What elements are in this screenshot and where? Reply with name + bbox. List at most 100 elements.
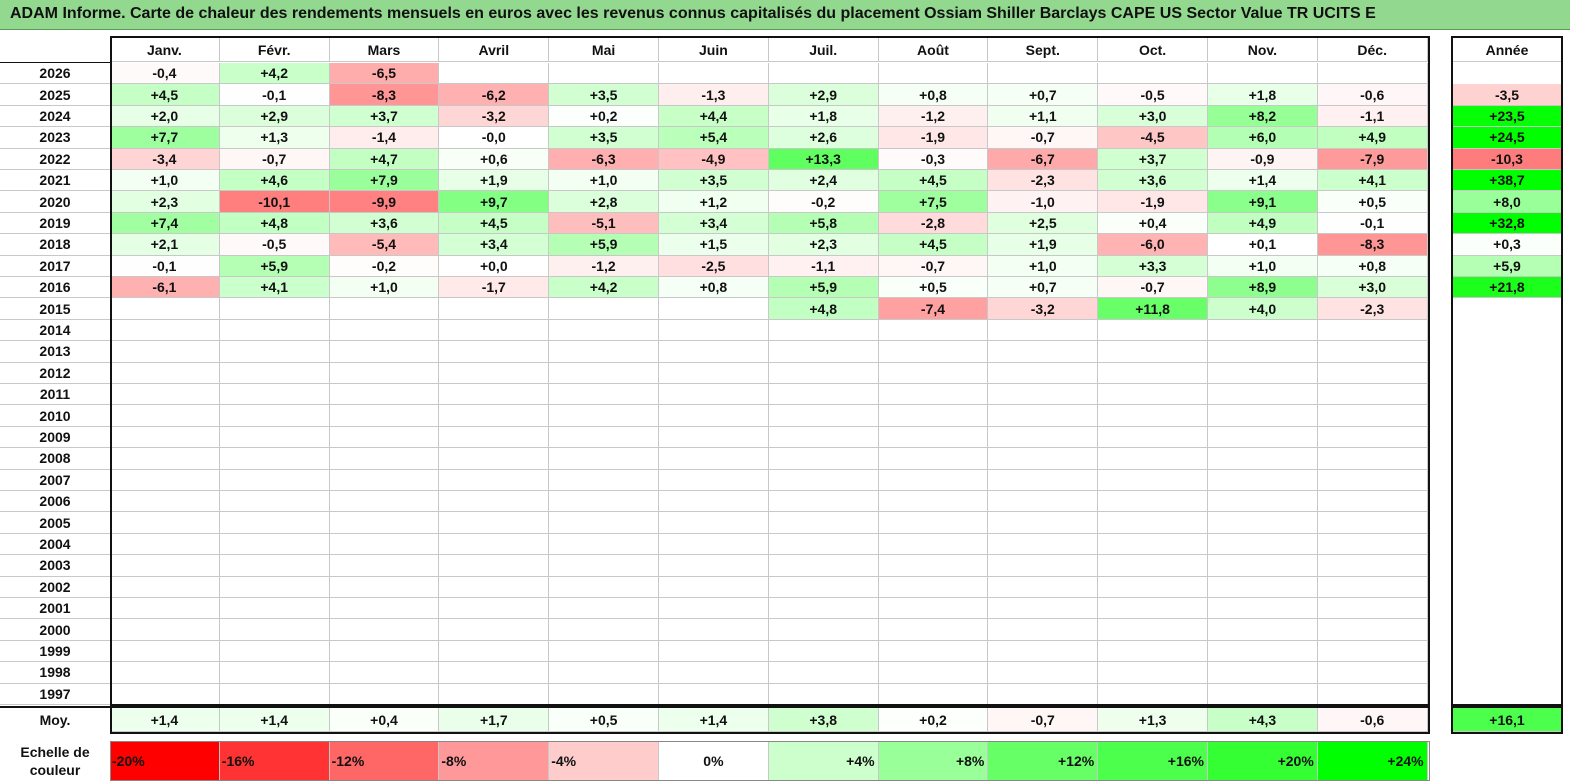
annual-cell bbox=[1453, 641, 1561, 662]
heatmap-cell: -1,3 bbox=[659, 84, 769, 106]
heatmap-cell: +2,0 bbox=[110, 105, 220, 128]
heatmap-cell: +4,9 bbox=[1208, 212, 1318, 235]
heatmap-cell bbox=[1208, 662, 1318, 684]
heatmap-cell bbox=[1317, 576, 1428, 598]
average-cell: +0,2 bbox=[878, 708, 989, 732]
heatmap-cell bbox=[988, 576, 1099, 598]
year-label: 2016 bbox=[0, 277, 110, 299]
heatmap-cell bbox=[1317, 683, 1428, 705]
heatmap-cell bbox=[1208, 469, 1318, 491]
annual-cell: +21,8 bbox=[1453, 277, 1561, 299]
heatmap-cell bbox=[1208, 555, 1318, 577]
heatmap-cell bbox=[1098, 469, 1208, 491]
heatmap-cell bbox=[219, 533, 330, 556]
heatmap-cell bbox=[329, 319, 440, 342]
year-label: 2023 bbox=[0, 127, 110, 149]
heatmap-cell bbox=[1098, 576, 1208, 598]
average-cell: -0,6 bbox=[1317, 708, 1428, 732]
heatmap-cell: +0,8 bbox=[1317, 255, 1428, 277]
heatmap-cell bbox=[988, 491, 1099, 513]
heatmap-cell: +2,5 bbox=[988, 212, 1099, 235]
heatmap-cell: +3,4 bbox=[659, 212, 769, 235]
heatmap-cell bbox=[1208, 63, 1318, 85]
legend-swatch: 0% bbox=[659, 741, 769, 781]
heatmap-cell bbox=[878, 683, 989, 705]
heatmap-cell: +2,3 bbox=[768, 234, 879, 256]
heatmap-cell bbox=[768, 555, 879, 577]
heatmap-cell bbox=[110, 533, 220, 556]
heatmap-cell bbox=[878, 405, 989, 427]
heatmap-cell: +2,9 bbox=[768, 84, 879, 106]
heatmap-cell bbox=[329, 426, 440, 449]
annual-cell: +38,7 bbox=[1453, 170, 1561, 192]
heatmap-cell: +3,7 bbox=[1098, 148, 1208, 170]
heatmap-cell bbox=[659, 619, 769, 641]
heatmap-cell: -0,2 bbox=[329, 255, 440, 277]
heatmap-cell bbox=[1317, 662, 1428, 684]
heatmap-cell bbox=[549, 426, 659, 449]
heatmap-cell: +13,3 bbox=[768, 148, 879, 170]
heatmap-cell: +0,6 bbox=[439, 148, 550, 170]
heatmap-cell bbox=[549, 555, 659, 577]
month-header: Déc. bbox=[1317, 38, 1428, 62]
heatmap-cell bbox=[329, 683, 440, 705]
heatmap-cell bbox=[659, 341, 769, 363]
heatmap-cell bbox=[439, 63, 550, 85]
heatmap-cell bbox=[878, 533, 989, 556]
heatmap-cell bbox=[329, 640, 440, 663]
annual-cell: +24,5 bbox=[1453, 127, 1561, 149]
heatmap-cell bbox=[1098, 512, 1208, 534]
heatmap-cell bbox=[110, 576, 220, 598]
heatmap-cell bbox=[110, 319, 220, 342]
heatmap-cell bbox=[878, 491, 989, 513]
heatmap-cell bbox=[659, 683, 769, 705]
heatmap-cell: -8,3 bbox=[329, 84, 440, 106]
heatmap-cell: +4,8 bbox=[219, 212, 330, 235]
heatmap-cell: +3,6 bbox=[329, 212, 440, 235]
heatmap-cell bbox=[110, 298, 220, 320]
heatmap-cell bbox=[1098, 426, 1208, 449]
average-cell: +1,3 bbox=[1098, 708, 1208, 732]
heatmap-cell: +3,0 bbox=[1317, 277, 1428, 299]
heatmap-cell bbox=[1098, 63, 1208, 85]
month-header: Juil. bbox=[768, 38, 879, 62]
heatmap-cell: -0,1 bbox=[1317, 212, 1428, 235]
heatmap-cell: +0,8 bbox=[878, 84, 989, 106]
heatmap-cell bbox=[219, 555, 330, 577]
heatmap-cell bbox=[1208, 683, 1318, 705]
annual-cell bbox=[1453, 491, 1561, 512]
heatmap-cell bbox=[1317, 533, 1428, 556]
annual-cell bbox=[1453, 427, 1561, 448]
average-cell: +1,4 bbox=[219, 708, 330, 732]
year-label: 2022 bbox=[0, 149, 110, 170]
heatmap-cell bbox=[549, 640, 659, 663]
heatmap-cell bbox=[878, 598, 989, 620]
heatmap-cell bbox=[988, 63, 1099, 85]
year-label: 2008 bbox=[0, 448, 110, 470]
annual-cell bbox=[1453, 619, 1561, 640]
heatmap-cell bbox=[988, 448, 1099, 470]
title-bar: ADAM Informe. Carte de chaleur des rende… bbox=[0, 0, 1570, 30]
heatmap-cell: +0,0 bbox=[439, 255, 550, 277]
legend-swatch: +4% bbox=[768, 741, 879, 781]
heatmap-cell: -0,7 bbox=[219, 148, 330, 170]
heatmap-cell bbox=[768, 63, 879, 85]
heatmap-cell bbox=[549, 491, 659, 513]
heatmap-cell bbox=[768, 362, 879, 384]
heatmap-cell: +4,8 bbox=[768, 298, 879, 320]
heatmap-cell bbox=[1098, 640, 1208, 663]
heatmap-cell bbox=[439, 362, 550, 384]
heatmap-cell bbox=[549, 576, 659, 598]
heatmap-cell: +4,2 bbox=[549, 277, 659, 299]
heatmap-cell bbox=[549, 448, 659, 470]
average-cell: +4,3 bbox=[1208, 708, 1318, 732]
heatmap-cell: +3,5 bbox=[549, 127, 659, 149]
heatmap-cell bbox=[1208, 640, 1318, 663]
heatmap-cell: +4,5 bbox=[439, 212, 550, 235]
heatmap-cell bbox=[439, 683, 550, 705]
year-label: 2007 bbox=[0, 470, 110, 491]
heatmap-cell: -0,1 bbox=[110, 255, 220, 277]
heatmap-cell bbox=[1208, 598, 1318, 620]
legend-label: Echelle de couleur bbox=[20, 744, 90, 778]
heatmap-cell: -0,5 bbox=[219, 234, 330, 256]
